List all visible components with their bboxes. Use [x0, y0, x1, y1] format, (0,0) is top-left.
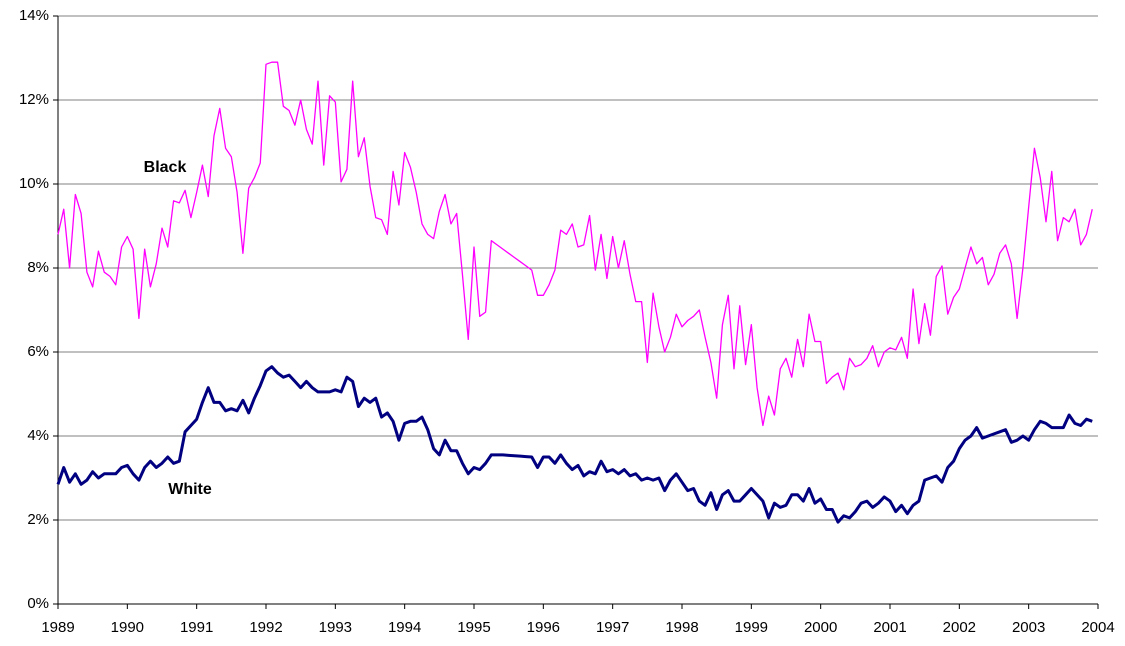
- x-tick-label: 1998: [665, 619, 698, 636]
- x-tick-label: 2004: [1081, 619, 1114, 636]
- y-tick-label: 8%: [27, 259, 49, 276]
- x-tick-label: 2000: [804, 619, 837, 636]
- x-tick-label: 1999: [735, 619, 768, 636]
- series-line: [57, 61, 1093, 427]
- series-line: [56, 365, 1093, 524]
- y-tick-label: 12%: [19, 91, 49, 108]
- y-tick-label: 4%: [27, 427, 49, 444]
- y-tick-label: 10%: [19, 175, 49, 192]
- series-annotation: Black: [144, 159, 187, 176]
- y-tick-label: 0%: [27, 595, 49, 612]
- x-tick-label: 1993: [319, 619, 352, 636]
- x-tick-label: 2003: [1012, 619, 1045, 636]
- x-tick-label: 1990: [111, 619, 144, 636]
- x-tick-label: 1994: [388, 619, 421, 636]
- x-tick-label: 1992: [249, 619, 282, 636]
- x-tick-label: 1991: [180, 619, 213, 636]
- y-tick-label: 14%: [19, 7, 49, 24]
- x-tick-label: 1996: [527, 619, 560, 636]
- x-tick-label: 1995: [457, 619, 490, 636]
- x-tick-label: 2002: [943, 619, 976, 636]
- y-tick-label: 6%: [27, 343, 49, 360]
- x-tick-label: 1997: [596, 619, 629, 636]
- y-tick-label: 2%: [27, 511, 49, 528]
- x-tick-label: 2001: [873, 619, 906, 636]
- x-tick-label: 1989: [41, 619, 74, 636]
- series-annotation: White: [168, 481, 212, 498]
